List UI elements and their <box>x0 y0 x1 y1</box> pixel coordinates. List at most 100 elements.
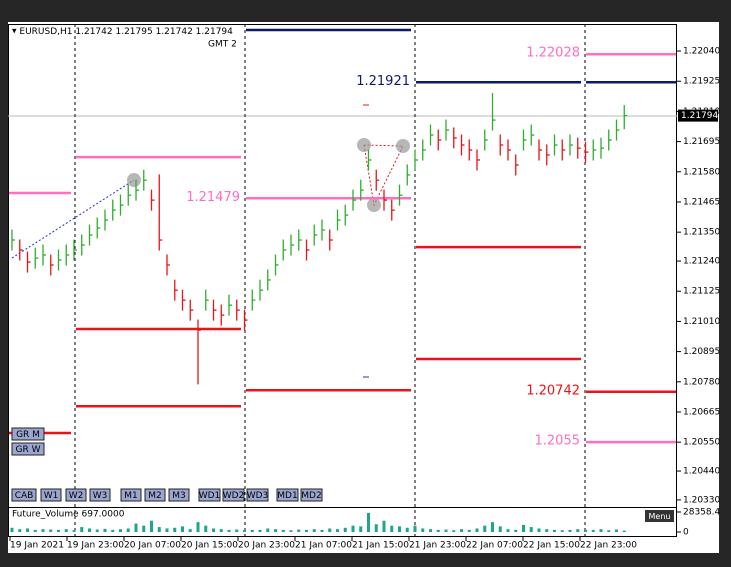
volume-bar <box>483 525 487 532</box>
volume-bar <box>576 529 580 532</box>
chart-background <box>8 22 719 553</box>
volume-bar <box>150 520 153 532</box>
fractal-marker <box>357 138 371 152</box>
symbol: EURUSD,H1 <box>19 27 72 37</box>
toolbar-button-label[interactable]: M3 <box>172 491 186 501</box>
toolbar-button-label[interactable]: M2 <box>148 491 162 501</box>
side-button[interactable] <box>11 427 45 441</box>
volume-title: Future_Volume 697.0000 <box>12 510 125 520</box>
volume-bar <box>103 528 107 532</box>
trend-line <box>11 179 135 259</box>
volume-bar <box>475 528 479 532</box>
volume-bar <box>10 527 14 532</box>
low: 1.21742 <box>156 27 193 37</box>
toolbar-button[interactable] <box>89 488 111 502</box>
toolbar-button-label[interactable]: M1 <box>124 491 138 501</box>
volume-bar <box>49 529 53 532</box>
y-tick-label: 1.20330 <box>683 495 720 505</box>
volume-bar <box>181 526 184 532</box>
fractal-marker <box>127 173 141 187</box>
toolbar-button-label[interactable]: W2 <box>69 491 84 501</box>
menu-label[interactable]: Menu <box>649 512 671 521</box>
toolbar-button-label[interactable]: WD3 <box>247 491 269 501</box>
y-tick-label: 1.21695 <box>683 137 720 147</box>
y-tick-label: 1.21125 <box>683 287 720 297</box>
toolbar-button-label[interactable]: W1 <box>44 491 59 501</box>
toolbar-button[interactable] <box>40 488 62 502</box>
menu-button[interactable] <box>645 510 674 522</box>
volume-bar <box>312 529 316 532</box>
volume-bar <box>126 528 130 532</box>
y-tick-label: 1.22040 <box>683 47 720 57</box>
volume-bar <box>599 529 603 532</box>
chart-frame <box>8 24 677 537</box>
level-label: 1.21479 <box>186 190 240 205</box>
volume-bar <box>88 528 91 532</box>
side-button-label[interactable]: GR M <box>16 430 40 440</box>
volume-bar <box>413 525 417 532</box>
volume-bar <box>320 529 324 532</box>
volume-bar <box>382 520 386 532</box>
volume-bar <box>297 529 301 532</box>
volume-bar <box>328 528 332 532</box>
volume-bar <box>266 528 270 532</box>
volume-bar <box>491 522 494 532</box>
y-tick-label: 1.20780 <box>683 377 720 387</box>
toolbar-button-label[interactable]: WD2 <box>223 491 245 501</box>
toolbar-button[interactable] <box>222 488 245 502</box>
toolbar-button[interactable] <box>120 488 142 502</box>
timezone: GMT 2 <box>208 40 237 50</box>
level-label: 1.22028 <box>526 46 580 61</box>
toolbar-button[interactable] <box>300 488 323 502</box>
x-tick-label: 21 Jan 15:00 <box>352 541 409 551</box>
volume-bar <box>72 530 76 532</box>
volume-bar <box>188 529 192 532</box>
toolbar-button[interactable] <box>11 488 37 502</box>
volume-bar <box>452 530 456 532</box>
x-tick-label: 22 Jan 23:00 <box>580 541 637 551</box>
volume-tick-label: 0 <box>683 528 689 538</box>
open: 1.21742 <box>75 27 112 37</box>
x-tick-label: 22 Jan 15:00 <box>523 541 580 551</box>
toolbar-button-label[interactable]: W3 <box>93 491 108 501</box>
volume-bar <box>80 527 84 532</box>
volume-bar <box>506 529 510 532</box>
volume-bar <box>343 527 347 532</box>
toolbar-button[interactable] <box>65 488 87 502</box>
volume-bar <box>111 529 115 532</box>
volume-bar <box>196 522 200 532</box>
level-label: 1.20742 <box>526 383 580 398</box>
volume-bar <box>460 529 463 532</box>
volume-bar <box>560 530 564 532</box>
toolbar-button-label[interactable]: CAB <box>15 491 34 501</box>
pattern-line <box>363 144 404 207</box>
toolbar-button[interactable] <box>144 488 166 502</box>
volume-bar <box>367 512 370 532</box>
volume-bar <box>119 529 122 532</box>
volume-bar <box>607 530 611 532</box>
toolbar-button[interactable] <box>246 488 269 502</box>
volume-bar <box>26 528 29 532</box>
volume-bar <box>568 529 572 532</box>
y-tick-label: 1.21010 <box>683 317 720 327</box>
toolbar-button[interactable] <box>198 488 221 502</box>
volume-bar <box>33 529 37 532</box>
volume-bar <box>95 529 99 532</box>
volume-bar <box>41 529 45 532</box>
volume-bar <box>429 529 432 532</box>
toolbar-button[interactable] <box>276 488 299 502</box>
side-button-label[interactable]: GR W <box>16 445 41 455</box>
volume-bar <box>467 529 471 532</box>
volume-bar <box>514 529 518 532</box>
volume-bar <box>622 530 626 532</box>
y-tick-label: 1.21580 <box>683 167 720 177</box>
volume-bar <box>398 526 401 532</box>
side-button[interactable] <box>11 442 45 456</box>
toolbar-button-label[interactable]: MD1 <box>277 491 297 501</box>
toolbar-button-label[interactable]: WD1 <box>199 491 221 501</box>
x-tick-label: 21 Jan 23:00 <box>409 541 466 551</box>
toolbar-button-label[interactable]: MD2 <box>301 491 321 501</box>
x-tick-label: 21 Jan 07:00 <box>295 541 352 551</box>
toolbar-button[interactable] <box>168 488 190 502</box>
